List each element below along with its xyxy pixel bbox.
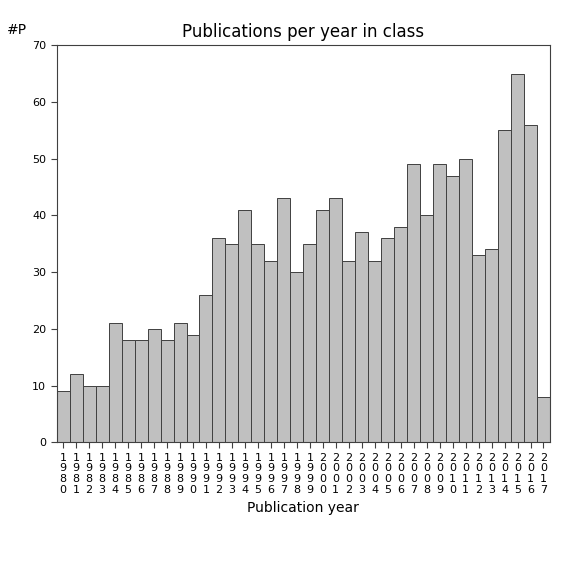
Bar <box>277 198 290 442</box>
Bar <box>264 261 277 442</box>
Bar <box>394 227 407 442</box>
Bar <box>407 164 420 442</box>
Bar <box>290 272 303 442</box>
Bar <box>368 261 381 442</box>
Bar <box>213 238 226 442</box>
Bar <box>498 130 511 442</box>
Bar <box>459 159 472 442</box>
Bar <box>174 323 187 442</box>
Bar <box>381 238 394 442</box>
Y-axis label: #P: #P <box>7 23 27 37</box>
Bar <box>187 335 200 442</box>
Bar <box>511 74 524 442</box>
Title: Publications per year in class: Publications per year in class <box>182 23 425 41</box>
Bar <box>342 261 356 442</box>
Bar <box>329 198 342 442</box>
Bar <box>109 323 121 442</box>
Bar <box>524 125 537 442</box>
Bar <box>251 244 264 442</box>
Bar <box>200 295 213 442</box>
Bar <box>446 176 459 442</box>
Bar <box>356 232 368 442</box>
Bar <box>96 386 109 442</box>
Bar <box>316 210 329 442</box>
Bar <box>239 210 251 442</box>
Bar <box>303 244 316 442</box>
Bar <box>226 244 239 442</box>
Bar <box>472 255 485 442</box>
Bar <box>160 340 174 442</box>
X-axis label: Publication year: Publication year <box>247 501 359 515</box>
Bar <box>147 329 160 442</box>
Bar <box>121 340 134 442</box>
Bar <box>83 386 96 442</box>
Bar <box>57 391 70 442</box>
Bar <box>70 374 83 442</box>
Bar <box>134 340 147 442</box>
Bar <box>420 215 433 442</box>
Bar <box>537 397 550 442</box>
Bar <box>485 249 498 442</box>
Bar <box>433 164 446 442</box>
